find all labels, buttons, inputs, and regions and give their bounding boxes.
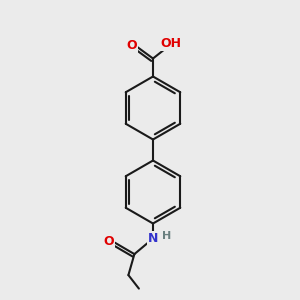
Text: N: N — [148, 232, 158, 245]
Text: OH: OH — [160, 37, 181, 50]
Text: H: H — [162, 231, 171, 242]
Text: O: O — [103, 235, 114, 248]
Text: O: O — [127, 39, 137, 52]
